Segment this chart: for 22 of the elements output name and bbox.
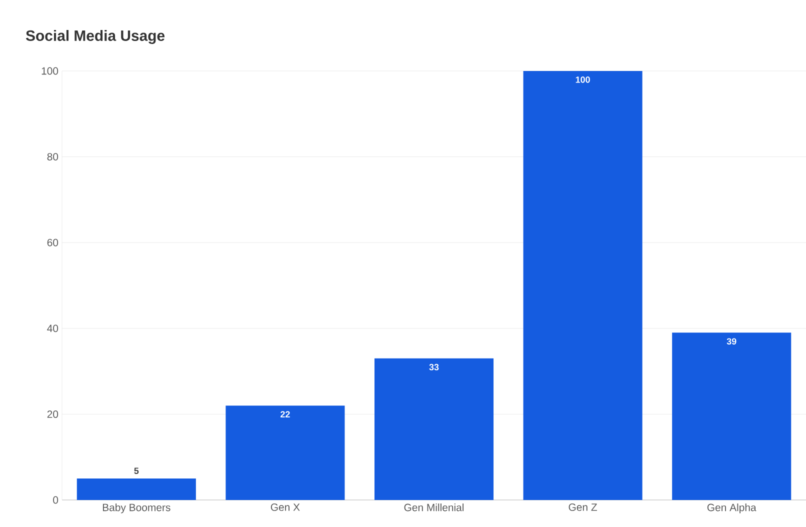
y-tick-label: 100 [42, 67, 58, 75]
bar [672, 332, 792, 500]
y-tick-label: 60 [47, 238, 58, 246]
x-tick-label: Gen Alpha [707, 504, 756, 514]
y-tick-label: 40 [47, 324, 58, 332]
data-label: 22 [280, 411, 290, 418]
bar [374, 358, 494, 500]
bar [226, 406, 345, 500]
x-tick-label: Gen Z [568, 504, 598, 511]
bar [76, 478, 196, 500]
x-tick-label: Baby Boomers [102, 504, 170, 514]
chart-title: Social Media Usage [26, 30, 165, 44]
data-label: 39 [726, 338, 736, 345]
data-label: 5 [134, 468, 139, 474]
y-tick-label: 20 [47, 410, 58, 418]
data-label: 33 [429, 364, 439, 370]
y-tick-label: 0 [53, 496, 58, 504]
bar [523, 70, 642, 500]
y-tick-label: 80 [47, 153, 58, 160]
data-label: 100 [576, 76, 590, 83]
x-tick-label: Gen Millenial [404, 504, 464, 512]
x-tick-label: Gen X [270, 504, 300, 511]
